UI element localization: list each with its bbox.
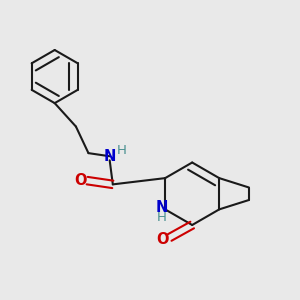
Text: O: O <box>74 173 87 188</box>
Text: H: H <box>117 144 127 157</box>
Text: N: N <box>103 149 116 164</box>
Text: O: O <box>157 232 169 247</box>
Text: H: H <box>156 211 166 224</box>
Text: N: N <box>155 200 168 215</box>
